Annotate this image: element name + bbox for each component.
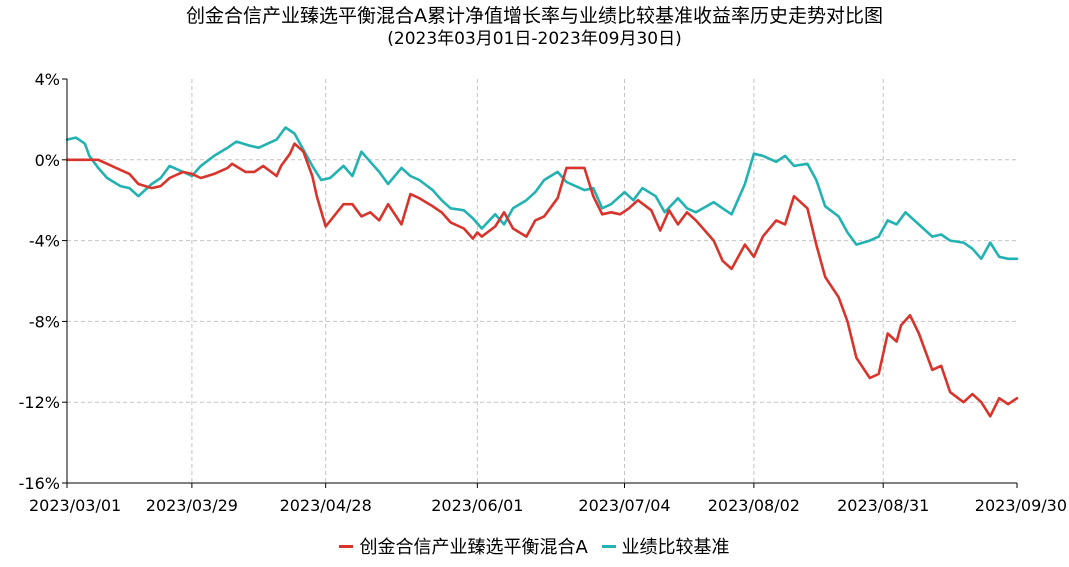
- y-tick-label: 0%: [35, 151, 60, 170]
- chart-title: 创金合信产业臻选平衡混合A累计净值增长率与业绩比较基准收益率历史走势对比图: [186, 5, 883, 27]
- legend-swatch-benchmark: [601, 544, 616, 548]
- legend-label-benchmark: 业绩比较基准: [621, 537, 730, 558]
- x-tick-label: 2023/09/30: [975, 496, 1067, 515]
- legend-item-fund: 创金合信产业臻选平衡混合A: [339, 536, 588, 560]
- y-tick-label: -8%: [29, 312, 60, 331]
- x-tick-label: 2023/06/01: [431, 496, 523, 515]
- chart-subtitle: (2023年03月01日-2023年09月30日): [387, 29, 682, 49]
- y-tick-label: -16%: [19, 474, 60, 493]
- x-tick-label: 2023/08/31: [837, 496, 929, 515]
- x-tick-label: 2023/03/01: [29, 496, 121, 515]
- legend-label-fund: 创金合信产业臻选平衡混合A: [359, 537, 588, 558]
- legend-swatch-fund: [339, 544, 354, 548]
- x-tick-label: 2023/04/28: [280, 496, 372, 515]
- series-line-fund: [65, 142, 1019, 418]
- y-tick-label: -4%: [29, 232, 60, 251]
- x-tick-label: 2023/03/29: [146, 496, 238, 515]
- series-line-benchmark: [65, 126, 1019, 261]
- legend-item-benchmark: 业绩比较基准: [601, 536, 730, 560]
- y-tick-label: -12%: [19, 393, 60, 412]
- x-tick-label: 2023/08/02: [708, 496, 800, 515]
- x-tick-label: 2023/07/04: [578, 496, 670, 515]
- chart-legend: 创金合信产业臻选平衡混合A 业绩比较基准: [0, 536, 1069, 560]
- y-tick-label: 4%: [35, 70, 60, 89]
